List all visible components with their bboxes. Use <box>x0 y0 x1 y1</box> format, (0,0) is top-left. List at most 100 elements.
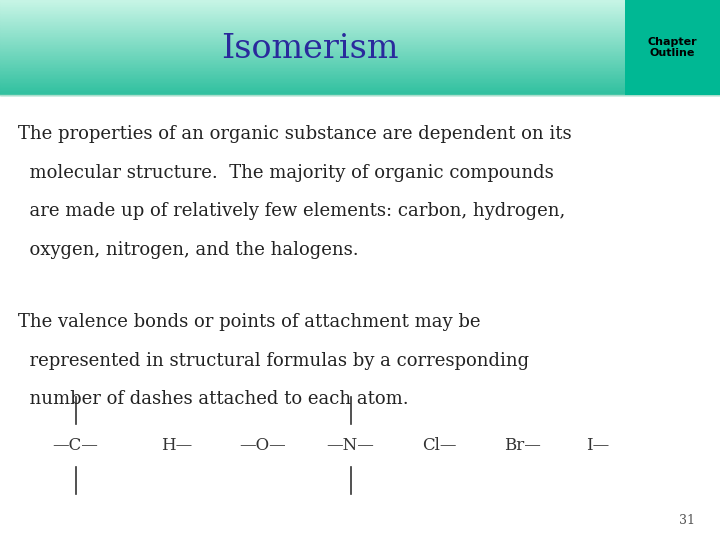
Bar <box>0 50 720 51</box>
Bar <box>0 49 720 50</box>
Bar <box>0 87 720 88</box>
Bar <box>0 6 720 7</box>
Bar <box>0 46 720 48</box>
Text: —O—: —O— <box>240 437 286 454</box>
Bar <box>0 89 720 90</box>
Bar <box>0 83 720 84</box>
Bar <box>0 93 720 94</box>
Text: molecular structure.  The majority of organic compounds: molecular structure. The majority of org… <box>18 164 554 181</box>
Text: I—: I— <box>586 437 609 454</box>
Bar <box>0 80 720 81</box>
Bar <box>0 40 720 41</box>
Bar <box>0 17 720 18</box>
Bar <box>0 25 720 26</box>
Bar <box>0 91 720 92</box>
Bar <box>0 1 720 2</box>
Bar <box>0 36 720 37</box>
Bar <box>0 68 720 69</box>
Bar <box>0 90 720 91</box>
Bar <box>0 55 720 56</box>
Text: Br—: Br— <box>503 437 541 454</box>
Bar <box>0 52 720 53</box>
Bar <box>0 45 720 46</box>
Bar <box>0 9 720 10</box>
Text: The valence bonds or points of attachment may be: The valence bonds or points of attachmen… <box>18 313 480 330</box>
Bar <box>0 27 720 28</box>
Bar <box>0 51 720 52</box>
Bar <box>0 31 720 32</box>
Bar <box>0 71 720 72</box>
Bar <box>0 32 720 33</box>
Bar <box>0 26 720 27</box>
Bar <box>0 57 720 58</box>
Bar <box>0 76 720 77</box>
Bar <box>0 77 720 78</box>
Bar <box>0 42 720 43</box>
Bar <box>0 20 720 21</box>
Bar <box>0 33 720 34</box>
Bar <box>0 56 720 57</box>
Text: The properties of an organic substance are dependent on its: The properties of an organic substance a… <box>18 125 572 143</box>
Bar <box>0 24 720 25</box>
Bar <box>0 39 720 40</box>
Bar <box>0 48 720 49</box>
Bar <box>0 84 720 85</box>
Text: Isomerism: Isomerism <box>221 33 398 65</box>
Text: —N—: —N— <box>327 437 374 454</box>
Bar <box>0 64 720 65</box>
Bar <box>0 92 720 93</box>
Bar <box>0 0 720 1</box>
Bar <box>0 7 720 8</box>
Bar <box>0 14 720 15</box>
Text: H—: H— <box>161 437 192 454</box>
Bar <box>0 29 720 30</box>
Text: are made up of relatively few elements: carbon, hydrogen,: are made up of relatively few elements: … <box>18 202 565 220</box>
Bar <box>0 69 720 70</box>
Bar <box>0 10 720 11</box>
Bar <box>0 62 720 63</box>
Bar <box>0 11 720 12</box>
Bar <box>0 34 720 35</box>
Bar <box>0 41 720 42</box>
Bar <box>0 21 720 22</box>
Bar <box>0 66 720 68</box>
Bar <box>0 61 720 62</box>
Bar <box>0 72 720 73</box>
Bar <box>0 43 720 44</box>
Bar <box>0 81 720 82</box>
Bar <box>0 58 720 59</box>
Bar <box>0 22 720 23</box>
Bar <box>0 8 720 9</box>
Bar <box>0 75 720 76</box>
Bar <box>0 16 720 17</box>
Bar <box>0 4 720 5</box>
Bar <box>0 60 720 61</box>
Bar <box>0 15 720 16</box>
Bar <box>0 19 720 20</box>
Bar <box>0 23 720 24</box>
Bar <box>0 85 720 86</box>
Bar <box>0 70 720 71</box>
Bar <box>0 37 720 38</box>
Text: number of dashes attached to each atom.: number of dashes attached to each atom. <box>18 390 409 408</box>
Bar <box>0 88 720 89</box>
Bar <box>0 86 720 87</box>
Text: —C—: —C— <box>53 437 99 454</box>
Bar <box>0 54 720 55</box>
Bar <box>0 3 720 4</box>
Text: 31: 31 <box>679 514 695 526</box>
Text: Cl—: Cl— <box>422 437 456 454</box>
Bar <box>0 59 720 60</box>
Text: oxygen, nitrogen, and the halogens.: oxygen, nitrogen, and the halogens. <box>18 241 359 259</box>
Bar <box>0 78 720 79</box>
Bar <box>0 65 720 66</box>
Text: represented in structural formulas by a corresponding: represented in structural formulas by a … <box>18 352 529 369</box>
Bar <box>0 2 720 3</box>
Bar <box>625 0 720 95</box>
Bar <box>0 79 720 80</box>
Bar <box>0 18 720 19</box>
Bar <box>0 12 720 14</box>
Bar <box>0 28 720 29</box>
Bar <box>0 53 720 54</box>
Bar <box>0 63 720 64</box>
